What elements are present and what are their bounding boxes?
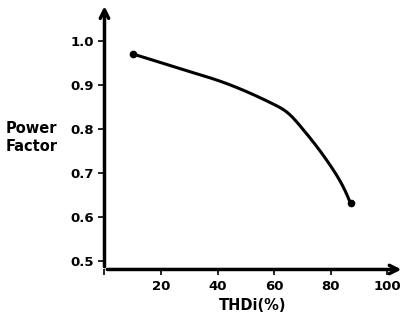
Y-axis label: Power
Factor: Power Factor bbox=[6, 121, 57, 154]
X-axis label: THDi(%): THDi(%) bbox=[219, 299, 287, 314]
